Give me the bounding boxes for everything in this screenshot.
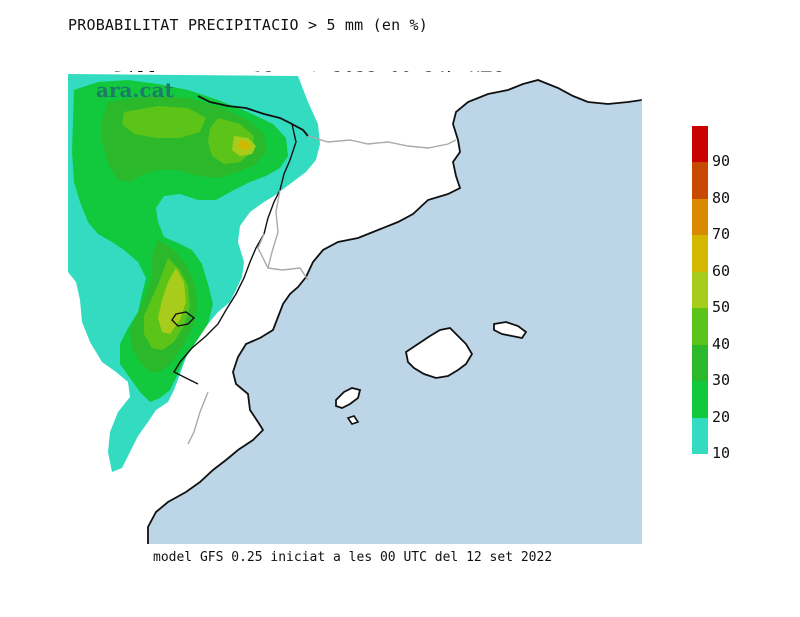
map-title: PROBABILITAT PRECIPITACIO > 5 mm (en %) <box>68 16 428 34</box>
enclave-outline <box>171 311 196 327</box>
legend-swatch-90 <box>692 126 708 163</box>
precip-50-area <box>158 136 256 334</box>
map-svg <box>68 72 643 544</box>
legend-swatch-80 <box>692 162 708 199</box>
legend-swatch-40 <box>692 308 708 345</box>
precip-60-area <box>238 140 250 150</box>
island-ibiza <box>335 387 362 409</box>
legend-label-30: 30 <box>712 371 731 390</box>
country-border <box>173 123 297 385</box>
island-mallorca <box>404 327 474 379</box>
legend-label-90: 90 <box>712 152 731 171</box>
coastline <box>147 79 643 544</box>
model-info: model GFS 0.25 iniciat a les 00 UTC del … <box>153 550 553 565</box>
legend-label-10: 10 <box>712 444 731 462</box>
legend-colorbar <box>692 126 708 454</box>
legend-label-40: 40 <box>712 334 731 353</box>
precip-30-area <box>102 96 266 372</box>
map-area <box>68 72 643 544</box>
island-formentera <box>346 415 360 425</box>
legend-swatch-60 <box>692 235 708 272</box>
legend-label-60: 60 <box>712 261 731 280</box>
legend-swatch-50 <box>692 271 708 309</box>
legend-swatch-10 <box>692 417 708 454</box>
legend-label-70: 70 <box>712 225 731 244</box>
precip-40-area <box>122 106 254 350</box>
region-borders <box>187 135 457 445</box>
legend-swatch-70 <box>692 198 708 236</box>
ara-cat-logo: ara.cat <box>96 78 174 102</box>
legend-swatch-20 <box>692 381 708 418</box>
legend-label-80: 80 <box>712 188 731 207</box>
legend-label-20: 20 <box>712 407 731 426</box>
island-menorca <box>493 321 528 340</box>
legend-swatch-30 <box>692 344 708 382</box>
legend-label-50: 50 <box>712 298 731 317</box>
